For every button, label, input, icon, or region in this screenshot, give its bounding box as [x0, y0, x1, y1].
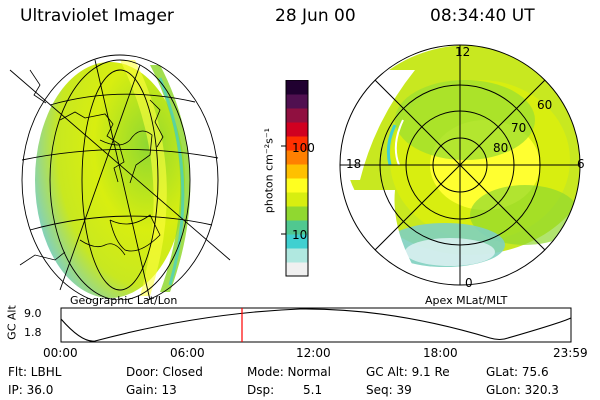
altitude-plot	[60, 307, 572, 343]
mlat-label-60: 60	[537, 98, 553, 112]
colorbar-swatch	[286, 220, 308, 235]
app-title: Ultraviolet Imager	[20, 6, 174, 26]
gc-alt-tick-9: 9.0	[24, 307, 42, 320]
time-tick-1800: 18:00	[423, 346, 458, 360]
time-tick-0000: 00:00	[43, 346, 78, 360]
mlt-label-18: 18	[346, 157, 362, 171]
mlt-label-12: 12	[455, 45, 471, 59]
colorbar-unit-label: photon cm⁻²s⁻¹	[262, 127, 276, 214]
colorbar-swatch	[286, 262, 308, 277]
colorbar-swatch	[286, 248, 308, 263]
colorbar-swatch	[286, 164, 308, 179]
colorbar	[281, 80, 309, 277]
altitude-curve	[60, 308, 572, 342]
colorbar-swatch	[286, 234, 308, 249]
info-dsp-label: Dsp:	[247, 383, 275, 397]
colorbar-swatch	[286, 80, 308, 95]
colorbar-swatch	[286, 206, 308, 221]
polar-grid	[339, 44, 581, 286]
coastlines	[19, 69, 164, 266]
apex-caption: Apex MLat/MLT	[425, 294, 508, 307]
colorbar-swatch	[286, 122, 308, 137]
info-door: Door: Closed	[126, 365, 203, 379]
time-label: 08:34:40 UT	[430, 6, 535, 26]
info-dsp-value: 5.1	[303, 383, 323, 397]
colorbar-swatch	[286, 150, 308, 165]
info-gain: Gain: 13	[126, 383, 177, 397]
info-mode: Mode: Normal	[247, 365, 331, 379]
info-filter: Flt: LBHL	[8, 365, 62, 379]
colorbar-tick-10: 10	[292, 228, 308, 242]
colorbar-tick-100: 100	[292, 141, 315, 155]
gc-alt-tick-1-8: 1.8	[24, 326, 42, 339]
colorbar-swatch	[286, 178, 308, 193]
gc-alt-axis-label: GC Alt	[5, 305, 19, 340]
time-tick-2359: 23:59	[553, 346, 588, 360]
colorbar-swatch	[286, 108, 308, 123]
geographic-image	[9, 54, 231, 300]
mlt-label-0: 0	[465, 276, 473, 290]
time-tick-1200: 12:00	[296, 346, 331, 360]
info-gc-alt: GC Alt: 9.1 Re	[366, 365, 450, 379]
colorbar-swatch	[286, 94, 308, 109]
time-tick-0600: 06:00	[170, 346, 205, 360]
lat-lon-grid	[9, 54, 231, 300]
mlt-label-6: 6	[577, 157, 585, 171]
info-ip: IP: 36.0	[8, 383, 54, 397]
date-label: 28 Jun 00	[275, 6, 356, 26]
mlat-label-80: 80	[493, 141, 509, 155]
info-glon: GLon: 320.3	[486, 383, 559, 397]
colorbar-swatch	[286, 136, 308, 151]
colorbar-swatch	[286, 192, 308, 207]
geographic-caption: Geographic Lat/Lon	[70, 294, 178, 307]
mlat-label-70: 70	[511, 121, 527, 135]
polar-image	[339, 44, 581, 286]
info-seq: Seq: 39	[366, 383, 412, 397]
info-glat: GLat: 75.6	[486, 365, 549, 379]
